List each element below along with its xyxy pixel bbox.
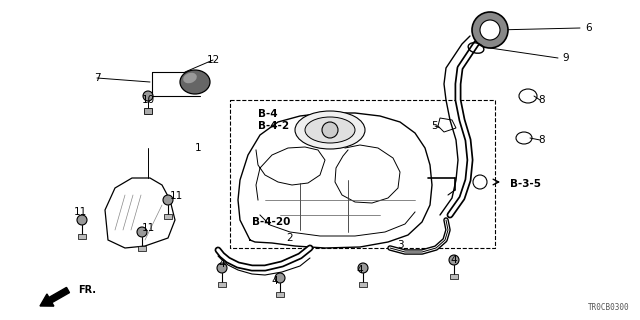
Circle shape [163, 195, 173, 205]
Polygon shape [359, 282, 367, 287]
Text: 4: 4 [451, 255, 458, 265]
Text: 10: 10 [141, 95, 155, 105]
Text: 4: 4 [356, 265, 364, 275]
Circle shape [358, 263, 368, 273]
Text: B-4: B-4 [258, 109, 278, 119]
Polygon shape [218, 282, 226, 287]
Polygon shape [105, 178, 175, 248]
Text: FR.: FR. [78, 285, 96, 295]
Text: 7: 7 [93, 73, 100, 83]
Text: 4: 4 [219, 259, 225, 269]
Circle shape [480, 20, 500, 40]
Text: 8: 8 [539, 95, 545, 105]
Ellipse shape [183, 73, 196, 83]
Polygon shape [450, 274, 458, 279]
Circle shape [275, 273, 285, 283]
Ellipse shape [295, 111, 365, 149]
Text: 3: 3 [397, 240, 403, 250]
Text: 2: 2 [287, 233, 293, 243]
Circle shape [472, 12, 508, 48]
Text: 11: 11 [74, 207, 86, 217]
Polygon shape [438, 118, 456, 132]
Text: 6: 6 [586, 23, 592, 33]
Circle shape [449, 255, 459, 265]
Text: 12: 12 [206, 55, 220, 65]
Polygon shape [276, 292, 284, 297]
Ellipse shape [180, 70, 210, 94]
Text: 1: 1 [195, 143, 202, 153]
Text: 5: 5 [431, 121, 437, 131]
Text: B-4-20: B-4-20 [252, 217, 291, 227]
Text: 4: 4 [272, 276, 278, 286]
Polygon shape [138, 246, 146, 251]
Polygon shape [78, 234, 86, 239]
Polygon shape [144, 108, 152, 114]
Circle shape [137, 227, 147, 237]
Text: 11: 11 [141, 223, 155, 233]
Bar [230, 100, 495, 248]
Text: 9: 9 [563, 53, 570, 63]
Polygon shape [164, 214, 172, 219]
Circle shape [143, 91, 153, 101]
Circle shape [217, 263, 227, 273]
Circle shape [322, 122, 338, 138]
FancyArrow shape [40, 287, 70, 306]
Text: 8: 8 [539, 135, 545, 145]
Text: TR0CB0300: TR0CB0300 [588, 303, 630, 312]
Circle shape [77, 215, 87, 225]
Ellipse shape [305, 117, 355, 143]
Text: B-4-2: B-4-2 [258, 121, 289, 131]
Text: 11: 11 [170, 191, 182, 201]
Text: B-3-5: B-3-5 [510, 179, 541, 189]
